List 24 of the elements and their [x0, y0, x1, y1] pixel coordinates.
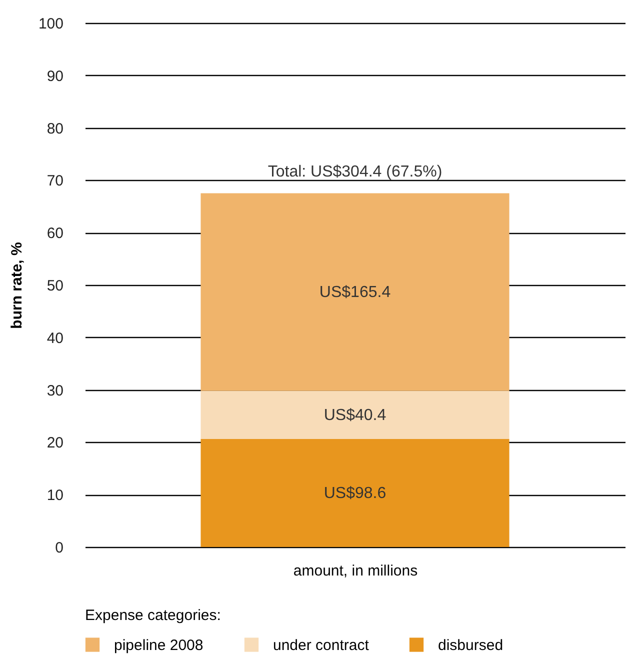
y-tick-label: 50 [46, 278, 64, 294]
legend-label: under contract [273, 636, 370, 654]
total-label: Total: US$304.4 (67.5%) [268, 163, 442, 180]
y-tick-label: 100 [38, 16, 64, 32]
y-tick-label: 20 [46, 434, 64, 452]
y-axis-title: burn rate, % [8, 242, 26, 329]
y-tick-label: 80 [46, 120, 64, 138]
y-tick-label: 0 [55, 540, 64, 556]
y-tick-label: 70 [46, 172, 64, 190]
legend-label: pipeline 2008 [114, 636, 204, 654]
bar [200, 439, 510, 547]
data-label: US$165.4 [319, 284, 391, 302]
y-tick-label: 30 [46, 382, 64, 400]
data-label: US$98.6 [324, 485, 386, 502]
y-tick-label: 60 [46, 225, 64, 242]
data-label: US$40.4 [324, 406, 386, 424]
bar [200, 193, 510, 391]
legend-title: Expense categories: [85, 607, 221, 624]
bar [200, 390, 510, 440]
x-axis-title: amount, in millions [293, 562, 418, 580]
y-tick-label: 90 [46, 68, 64, 85]
legend-label: disbursed [438, 636, 504, 654]
y-tick-label: 10 [46, 487, 64, 504]
y-tick-label: 40 [46, 330, 64, 347]
